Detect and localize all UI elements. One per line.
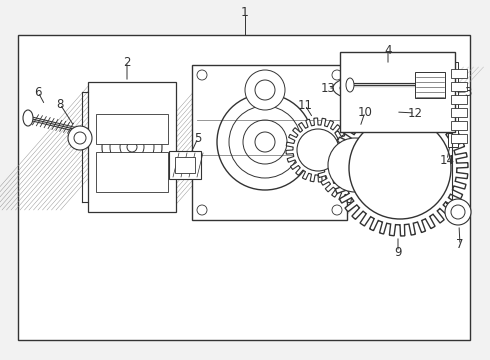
- Bar: [192, 65, 347, 220]
- Circle shape: [308, 140, 328, 160]
- Text: 8: 8: [56, 98, 64, 111]
- Ellipse shape: [340, 81, 376, 95]
- Ellipse shape: [23, 110, 33, 126]
- Circle shape: [300, 132, 336, 168]
- Circle shape: [197, 205, 207, 215]
- Circle shape: [74, 132, 86, 144]
- Bar: [451, 95, 467, 104]
- Text: 2: 2: [123, 55, 131, 68]
- Bar: [169, 151, 201, 179]
- Circle shape: [102, 117, 162, 177]
- Circle shape: [380, 107, 390, 117]
- Text: 12: 12: [408, 107, 422, 120]
- Bar: [88, 82, 176, 212]
- Circle shape: [110, 125, 154, 169]
- Circle shape: [245, 70, 285, 110]
- Circle shape: [354, 122, 446, 214]
- Circle shape: [127, 142, 137, 152]
- Text: 13: 13: [320, 81, 336, 95]
- Text: 11: 11: [297, 99, 313, 112]
- Bar: [340, 52, 455, 132]
- Circle shape: [217, 94, 313, 190]
- Bar: [96, 114, 168, 144]
- Bar: [175, 157, 195, 173]
- Bar: [18, 35, 470, 340]
- Circle shape: [390, 158, 410, 178]
- Circle shape: [328, 138, 382, 192]
- Bar: [415, 72, 445, 98]
- Bar: [451, 134, 467, 143]
- Text: 5: 5: [195, 131, 202, 144]
- Circle shape: [343, 153, 367, 177]
- Circle shape: [365, 133, 435, 203]
- Text: 14: 14: [440, 153, 455, 166]
- Circle shape: [332, 70, 342, 80]
- Circle shape: [255, 132, 275, 152]
- Circle shape: [380, 148, 420, 188]
- Text: 9: 9: [394, 246, 402, 258]
- Circle shape: [255, 80, 275, 100]
- Circle shape: [451, 205, 465, 219]
- Ellipse shape: [333, 77, 383, 99]
- Circle shape: [243, 120, 287, 164]
- Circle shape: [229, 106, 301, 178]
- Circle shape: [197, 70, 207, 80]
- Text: 4: 4: [384, 44, 392, 57]
- Polygon shape: [317, 127, 393, 203]
- Text: 1: 1: [241, 5, 249, 18]
- Circle shape: [297, 129, 339, 171]
- Circle shape: [120, 135, 144, 159]
- Bar: [451, 121, 467, 130]
- Bar: [451, 82, 467, 91]
- Ellipse shape: [346, 78, 354, 92]
- Text: 6: 6: [34, 86, 42, 99]
- Circle shape: [333, 143, 377, 187]
- Polygon shape: [332, 100, 468, 236]
- Circle shape: [68, 126, 92, 150]
- Circle shape: [349, 117, 451, 219]
- Text: 3: 3: [465, 86, 472, 99]
- Bar: [451, 108, 467, 117]
- Bar: [451, 69, 467, 78]
- Bar: [448, 62, 458, 147]
- Circle shape: [374, 101, 396, 123]
- Polygon shape: [286, 118, 350, 182]
- Circle shape: [332, 205, 342, 215]
- Bar: [96, 152, 168, 192]
- Text: 7: 7: [456, 239, 464, 252]
- Circle shape: [445, 199, 471, 225]
- Text: 10: 10: [358, 105, 372, 118]
